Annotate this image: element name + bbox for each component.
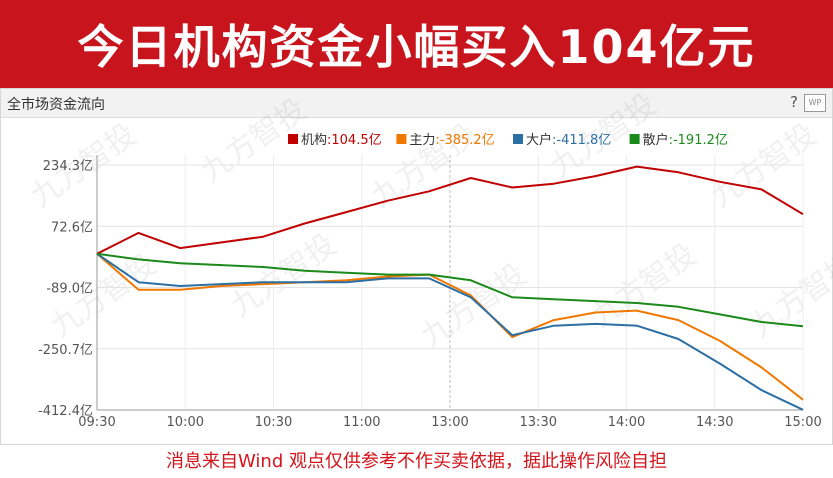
- watermark: 九方智投: [225, 227, 343, 324]
- series-line: [96, 253, 804, 401]
- watermark: 九方智投: [745, 247, 833, 344]
- legend-swatch: [629, 134, 640, 144]
- watermark: 九方智投: [415, 257, 533, 354]
- legend-value: :104.5亿: [327, 133, 382, 148]
- x-tick-label: 10:00: [167, 415, 204, 430]
- legend-value: :-385.2亿: [435, 133, 494, 148]
- y-tick-label: -250.7亿: [38, 343, 93, 358]
- legend-swatch: [513, 134, 523, 144]
- legend-label: 散户: [643, 132, 669, 148]
- x-tick-label: 10:30: [255, 415, 292, 430]
- x-tick-label: 14:00: [608, 415, 645, 430]
- watermark: 九方智投: [365, 117, 483, 214]
- help-icon[interactable]: ?: [790, 93, 798, 111]
- panel-title: 全市场资金流向: [7, 97, 105, 113]
- watermark: 九方智投: [585, 237, 703, 334]
- legend-label: 大户: [526, 132, 552, 148]
- series-line: [96, 165, 804, 255]
- y-tick-label: -412.4亿: [38, 404, 93, 419]
- x-tick-label: 09:30: [78, 415, 115, 430]
- legend-label: 机构: [301, 133, 327, 148]
- legend-value: :-411.8亿: [552, 133, 611, 148]
- x-tick-label: 11:00: [343, 415, 380, 430]
- disclaimer: 消息来自Wind 观点仅供参考不作买卖依据，据此操作风险自担: [166, 451, 667, 472]
- x-tick-label: 13:30: [520, 415, 557, 430]
- legend-swatch: [396, 134, 407, 144]
- banner: 今日机构资金小幅买入104亿元: [0, 0, 833, 88]
- banner-title: 今日机构资金小幅买入104亿元: [77, 20, 756, 74]
- y-tick-label: 234.3亿: [43, 159, 93, 174]
- x-tick-label: 15:00: [784, 415, 821, 430]
- x-tick-label: 14:30: [696, 415, 733, 430]
- watermark: 九方智投: [705, 117, 823, 214]
- wp-icon[interactable]: WP: [804, 94, 826, 112]
- series-line: [96, 252, 804, 411]
- series-line: [96, 252, 804, 328]
- legend-value: :-191.2亿: [669, 133, 728, 148]
- legend-label: 主力: [409, 133, 435, 148]
- x-tick-label: 13:00: [431, 415, 468, 430]
- panel-header: 全市场资金流向 ? WP: [1, 89, 832, 118]
- legend-swatch: [288, 134, 298, 144]
- y-tick-label: 72.6亿: [51, 220, 93, 235]
- y-tick-label: -89.0亿: [46, 282, 93, 297]
- fund-flow-panel: 全市场资金流向 ? WP: [0, 88, 833, 445]
